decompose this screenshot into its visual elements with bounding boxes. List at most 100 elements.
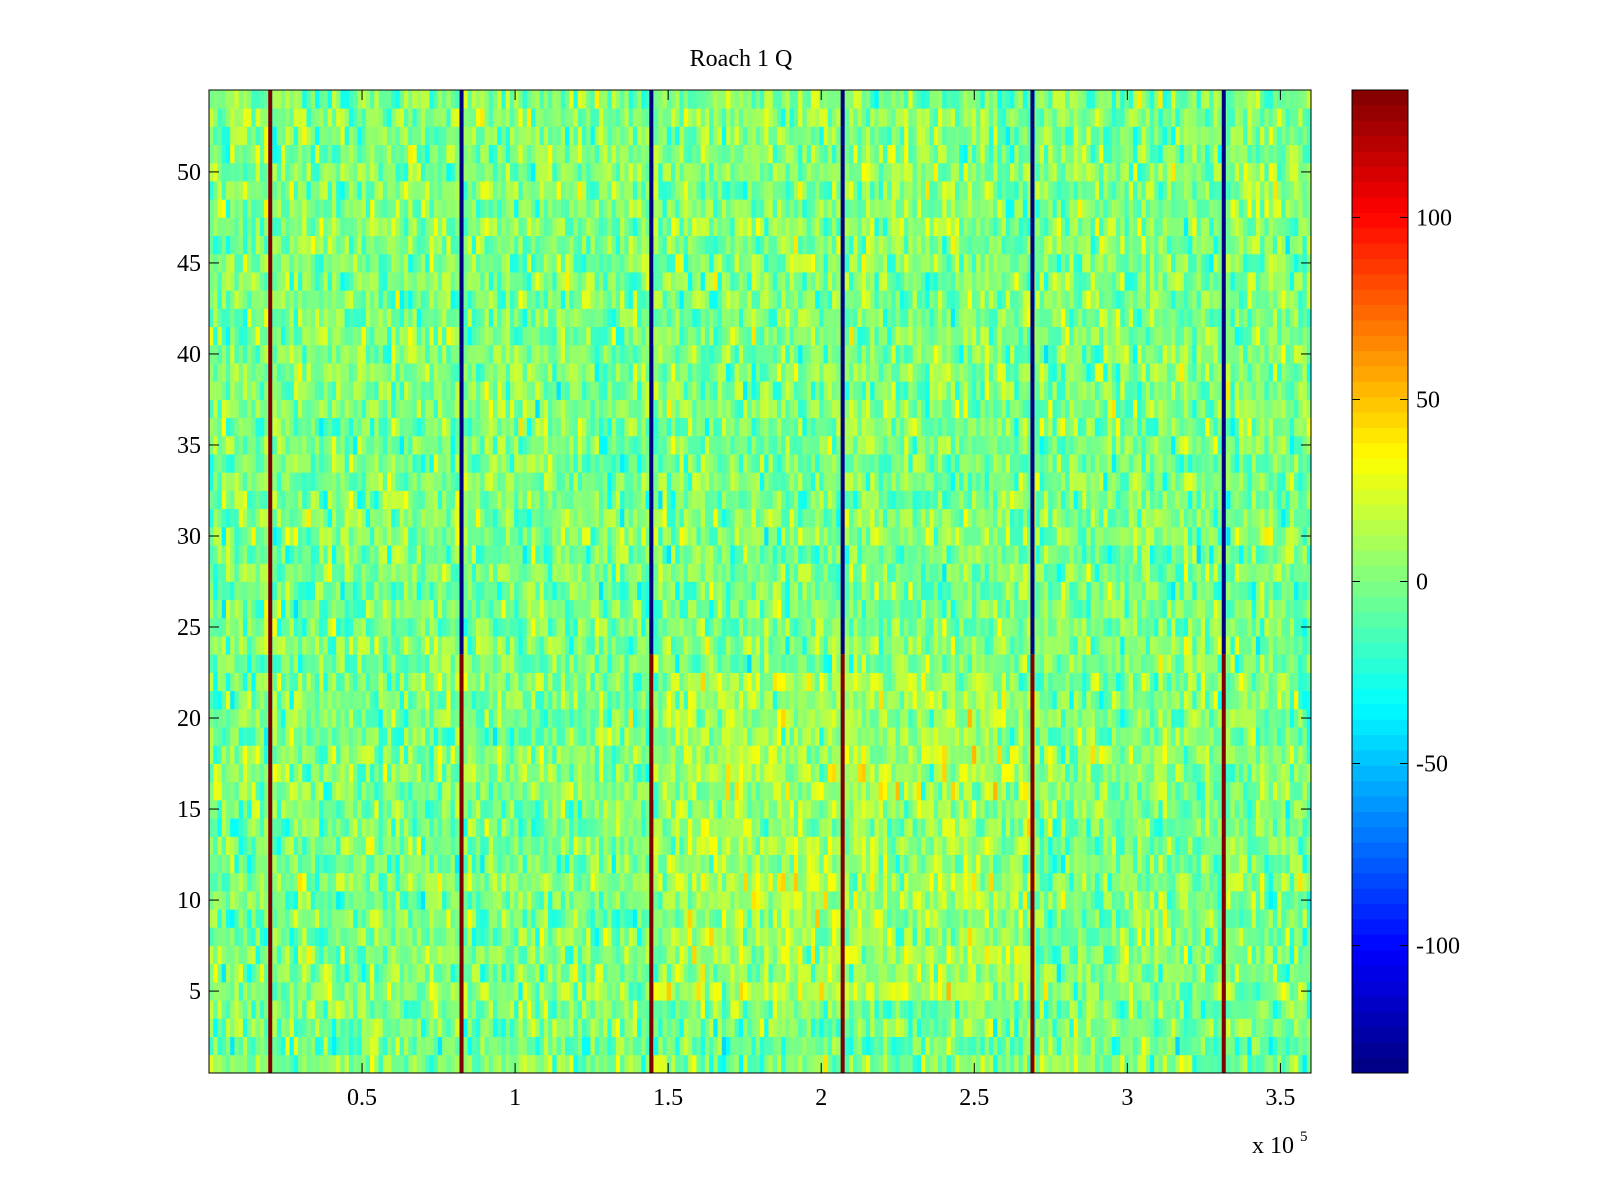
heatmap-cell — [1251, 872, 1257, 892]
heatmap-cell — [565, 909, 570, 928]
heatmap-cell — [696, 1054, 702, 1074]
heatmap-cell — [921, 781, 926, 801]
heatmap-cell — [293, 1000, 299, 1019]
heatmap-cell — [666, 872, 672, 892]
heatmap-cell — [1209, 1018, 1214, 1037]
heatmap-cell — [1294, 836, 1299, 855]
heatmap-cell — [374, 945, 379, 965]
heatmap-cell — [1111, 763, 1117, 783]
heatmap-cell — [645, 927, 651, 946]
heatmap-cell — [314, 836, 320, 855]
heatmap-cell — [429, 781, 435, 801]
heatmap-cell — [425, 1054, 430, 1074]
heatmap-cell — [234, 708, 240, 728]
heatmap-cell — [548, 890, 553, 910]
heatmap-cell — [230, 1018, 235, 1037]
heatmap-cell — [687, 854, 693, 874]
heatmap-cell — [857, 781, 863, 801]
heatmap-cell — [560, 909, 566, 928]
heatmap-cell — [1289, 1036, 1295, 1056]
heatmap-cell — [509, 981, 515, 1001]
heatmap-cell — [1001, 854, 1007, 874]
heatmap-cell — [302, 927, 307, 946]
heatmap-cell — [1251, 745, 1257, 764]
heatmap-cell — [704, 1000, 710, 1019]
heatmap-cell — [1158, 781, 1164, 801]
heatmap-cell — [535, 854, 540, 874]
heatmap-cell — [789, 799, 795, 819]
heatmap-cell — [1162, 945, 1168, 965]
heatmap-cell — [272, 854, 278, 874]
heatmap-cell — [272, 872, 278, 892]
heatmap-cell — [492, 1036, 498, 1056]
heatmap-cell — [425, 890, 430, 910]
heatmap-cell — [1141, 1054, 1147, 1074]
heatmap-cell — [1082, 927, 1087, 946]
heatmap-cell — [1243, 963, 1248, 983]
heatmap-cell — [344, 708, 350, 728]
heatmap-cell — [1264, 818, 1270, 837]
heatmap-cell — [760, 854, 765, 874]
heatmap-cell — [899, 963, 905, 983]
heatmap-cell — [548, 745, 553, 764]
heatmap-cell — [781, 763, 786, 783]
heatmap-cell — [522, 872, 528, 892]
heatmap-cell — [336, 909, 341, 928]
heatmap-cell — [1226, 781, 1231, 801]
heatmap-cell — [1082, 963, 1087, 983]
heatmap-cell — [1005, 1000, 1011, 1019]
heatmap-cell — [1018, 727, 1024, 746]
heatmap-cell — [802, 1054, 808, 1074]
heatmap-cell — [395, 781, 401, 801]
heatmap-cell — [645, 872, 651, 892]
heatmap-cell — [704, 727, 710, 746]
heatmap-cell — [1294, 763, 1299, 783]
heatmap-cell — [1247, 945, 1253, 965]
heatmap-cell — [815, 945, 820, 965]
heatmap-cell — [408, 909, 413, 928]
heatmap-cell — [734, 1036, 740, 1056]
heatmap-cell — [637, 890, 642, 910]
heatmap-cell — [789, 1000, 795, 1019]
heatmap-cell — [255, 1054, 261, 1074]
heatmap-cell — [370, 890, 375, 910]
heatmap-cell — [726, 836, 731, 855]
heatmap-cell — [598, 799, 604, 819]
heatmap-cell — [1234, 854, 1240, 874]
heatmap-cell — [853, 745, 858, 764]
heatmap-cell — [946, 909, 952, 928]
heatmap-cells — [209, 90, 1312, 1074]
heatmap-cell — [1132, 1018, 1138, 1037]
heatmap-cell — [581, 781, 587, 801]
heatmap-cell — [912, 963, 918, 983]
heatmap-cell — [844, 727, 850, 746]
heatmap-cell — [1289, 909, 1295, 928]
heatmap-cell — [1238, 763, 1244, 783]
heatmap-cell — [743, 1036, 748, 1056]
heatmap-cell — [751, 854, 757, 874]
heatmap-cell — [293, 927, 299, 946]
heatmap-cell — [874, 745, 880, 764]
heatmap-cell — [1243, 799, 1248, 819]
heatmap-cell — [819, 781, 824, 801]
heatmap-cell — [632, 781, 638, 801]
heatmap-cell — [1005, 854, 1011, 874]
heatmap-cell — [289, 963, 295, 983]
heatmap-cell — [1205, 818, 1210, 837]
heatmap-cell — [1260, 945, 1265, 965]
heatmap-cell — [437, 727, 443, 746]
heatmap-cell — [285, 708, 290, 728]
heatmap-cell — [908, 745, 913, 764]
heatmap-cell — [514, 1018, 519, 1037]
heatmap-cell — [289, 708, 295, 728]
heatmap-cell — [870, 981, 875, 1001]
heatmap-cell — [912, 818, 918, 837]
heatmap-cell — [497, 963, 502, 983]
heatmap-cell — [1205, 1000, 1210, 1019]
heatmap-cell — [306, 927, 312, 946]
heatmap-cell — [747, 1018, 752, 1037]
heatmap-cell — [476, 727, 481, 746]
heatmap-cell — [336, 763, 341, 783]
heatmap-cell — [581, 1054, 587, 1074]
heatmap-cell — [713, 854, 719, 874]
